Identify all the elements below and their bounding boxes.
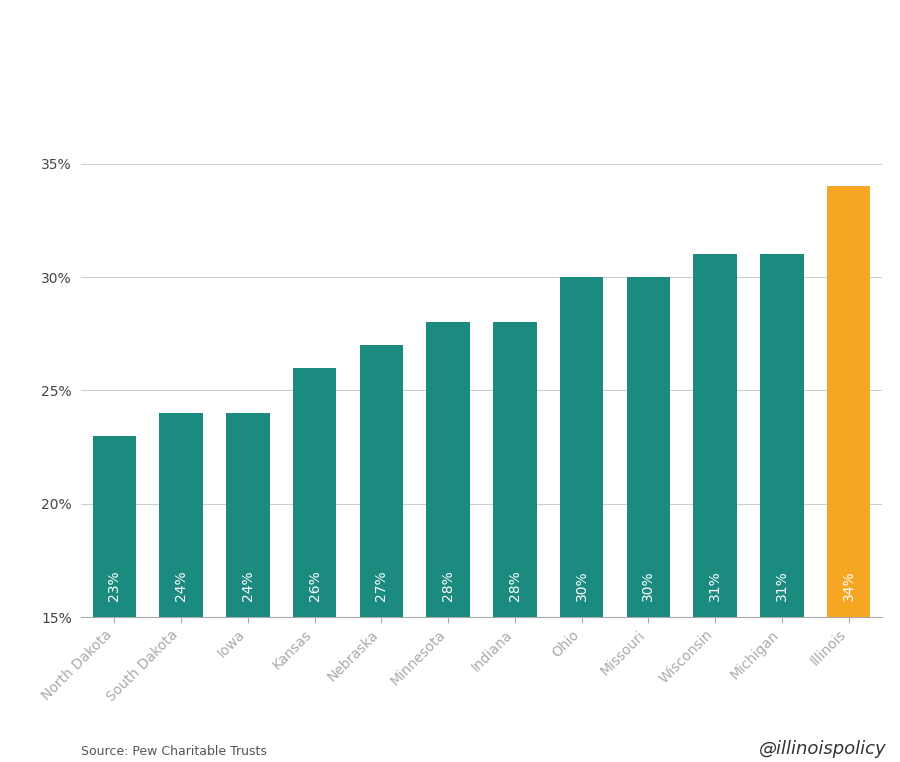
- Text: Source: Pew Charitable Trusts: Source: Pew Charitable Trusts: [81, 745, 267, 758]
- Text: 26%: 26%: [308, 571, 321, 601]
- Bar: [827, 187, 870, 617]
- Bar: [760, 255, 804, 617]
- Text: 24%: 24%: [174, 571, 188, 601]
- Text: Percent of households spending more than 30% of income on housing by Midwest sta: Percent of households spending more than…: [89, 81, 811, 96]
- Bar: [93, 436, 136, 617]
- Text: 30%: 30%: [642, 571, 655, 601]
- Text: 27%: 27%: [374, 571, 389, 601]
- Text: Housing costs are breaking Illinois’ middle class: Housing costs are breaking Illinois’ mid…: [128, 32, 772, 56]
- Bar: [427, 322, 470, 617]
- Bar: [159, 413, 202, 617]
- Text: 34%: 34%: [842, 571, 856, 601]
- Text: 28%: 28%: [508, 571, 522, 601]
- Text: 30%: 30%: [574, 571, 589, 601]
- Bar: [626, 277, 670, 617]
- Bar: [360, 345, 403, 617]
- Bar: [693, 255, 737, 617]
- Text: @illinoispolicy: @illinoispolicy: [759, 740, 886, 758]
- Bar: [226, 413, 270, 617]
- Text: 24%: 24%: [241, 571, 255, 601]
- Bar: [292, 368, 337, 617]
- Text: 28%: 28%: [441, 571, 455, 601]
- Bar: [493, 322, 536, 617]
- Text: 31%: 31%: [708, 571, 722, 601]
- Text: 31%: 31%: [775, 571, 789, 601]
- Text: 23%: 23%: [107, 571, 122, 601]
- Bar: [560, 277, 603, 617]
